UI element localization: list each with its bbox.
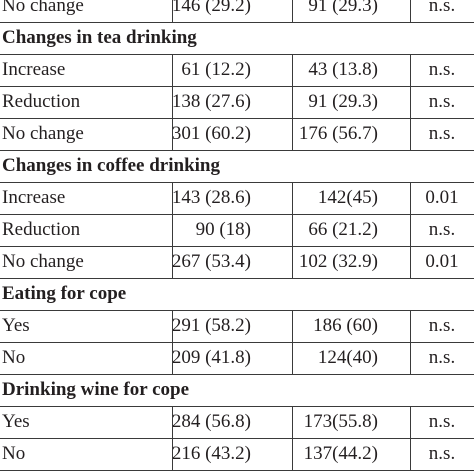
cell-value: 102 (32.9) [298, 251, 378, 272]
column-border [292, 182, 293, 214]
cell-value: 301 (60.2) [171, 123, 251, 144]
cell-value: 91 (29.3) [308, 91, 378, 112]
row-label: Increase [2, 59, 66, 80]
cell-p: n.s. [428, 315, 456, 336]
column-border [292, 0, 293, 22]
row-border [0, 150, 474, 151]
cell-p: 0.01 [425, 187, 459, 208]
cell-p: n.s. [428, 59, 456, 80]
column-border [292, 342, 293, 374]
column-border [292, 118, 293, 150]
column-border [410, 406, 411, 438]
column-border [410, 310, 411, 342]
cell-p: n.s. [428, 91, 456, 112]
row-label: No change [2, 0, 84, 16]
cell-value: 143 (28.6) [171, 187, 251, 208]
row-label: Reduction [2, 219, 81, 240]
cell-value: 146 (29.2) [171, 0, 251, 16]
row-border [0, 86, 474, 87]
cell-p: n.s. [428, 443, 456, 464]
row-border [0, 406, 474, 407]
column-border [172, 246, 173, 278]
row-border [0, 182, 474, 183]
column-border [172, 182, 173, 214]
column-border [410, 182, 411, 214]
section-title: Changes in tea drinking [2, 27, 197, 48]
cell-value: 173(55.8) [303, 411, 378, 432]
column-border [410, 86, 411, 118]
column-border [292, 310, 293, 342]
row-label: No change [2, 251, 84, 272]
row-label: No [2, 347, 26, 368]
row-border [0, 214, 474, 215]
column-border [410, 214, 411, 246]
column-border [410, 54, 411, 86]
row-border [0, 342, 474, 343]
section-title: Drinking wine for cope [2, 379, 190, 400]
cell-value: 124(40) [317, 347, 378, 368]
cell-value: 267 (53.4) [171, 251, 251, 272]
cell-p: n.s. [428, 123, 456, 144]
column-border [292, 438, 293, 470]
row-border [0, 470, 474, 471]
column-border [172, 118, 173, 150]
column-border [410, 438, 411, 470]
cell-value: 142(45) [317, 187, 378, 208]
row-label: No change [2, 123, 84, 144]
row-border [0, 310, 474, 311]
column-border [172, 86, 173, 118]
column-border [410, 246, 411, 278]
column-border [292, 86, 293, 118]
cell-p: n.s. [428, 0, 456, 16]
cell-value: 66 (21.2) [308, 219, 378, 240]
cell-value: 291 (58.2) [171, 315, 251, 336]
column-border [172, 438, 173, 470]
cell-p: 0.01 [425, 251, 459, 272]
cell-p: n.s. [428, 411, 456, 432]
section-title: Eating for cope [2, 283, 127, 304]
cell-value: 209 (41.8) [171, 347, 251, 368]
row-border [0, 374, 474, 375]
row-border [0, 438, 474, 439]
cell-value: 137(44.2) [303, 443, 378, 464]
column-border [410, 118, 411, 150]
cell-value: 138 (27.6) [171, 91, 251, 112]
cell-value: 90 (18) [195, 219, 251, 240]
row-border [0, 278, 474, 279]
cell-value: 43 (13.8) [308, 59, 378, 80]
cell-value: 91 (29.3) [308, 0, 378, 16]
row-label: Yes [2, 411, 30, 432]
row-border [0, 246, 474, 247]
column-border [292, 406, 293, 438]
cell-p: n.s. [428, 347, 456, 368]
row-label: Yes [2, 315, 30, 336]
row-border [0, 118, 474, 119]
row-border [0, 54, 474, 55]
column-border [410, 342, 411, 374]
column-border [172, 214, 173, 246]
cell-value: 284 (56.8) [171, 411, 251, 432]
column-border [172, 0, 173, 22]
column-border [292, 214, 293, 246]
cell-value: 61 (12.2) [181, 59, 251, 80]
column-border [172, 310, 173, 342]
column-border [292, 54, 293, 86]
column-border [172, 54, 173, 86]
cell-value: 216 (43.2) [171, 443, 251, 464]
row-border [0, 22, 474, 23]
section-title: Changes in coffee drinking [2, 155, 220, 176]
cell-p: n.s. [428, 219, 456, 240]
cell-value: 176 (56.7) [298, 123, 378, 144]
column-border [172, 342, 173, 374]
column-border [172, 406, 173, 438]
row-label: Reduction [2, 91, 81, 112]
column-border [292, 246, 293, 278]
row-label: Increase [2, 187, 66, 208]
row-label: No [2, 443, 26, 464]
cell-value: 186 (60) [313, 315, 378, 336]
column-border [410, 0, 411, 22]
